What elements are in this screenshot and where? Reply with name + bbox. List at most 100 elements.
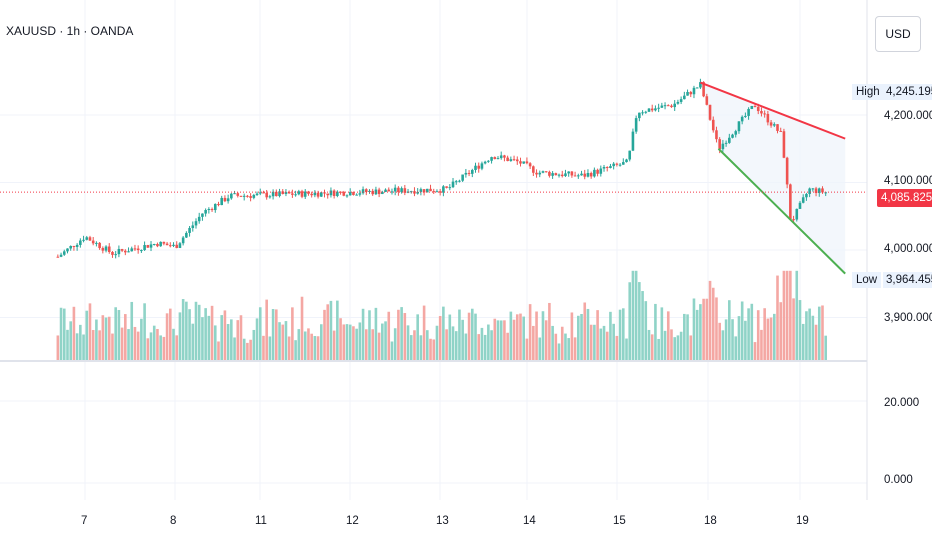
volume-bar [641,291,644,361]
volume-bar [162,336,166,361]
volume-bar [381,323,384,361]
volume-bar [567,338,570,361]
candle-body [737,121,741,132]
volume-bar [130,301,134,361]
candle-body [663,105,667,107]
candle-body [303,191,307,197]
volume-bar [85,310,89,361]
volume-bar [747,308,750,361]
candle-body [503,155,506,158]
volume-bar [776,275,779,361]
volume-bar [679,331,683,361]
candle-body [577,175,580,177]
volume-bar [817,306,821,361]
time-label-14: 14 [523,515,536,527]
volume-bar [683,313,686,361]
volume-bar [647,329,651,361]
candle-body [178,243,182,248]
candle-body [490,157,493,161]
candle-body [72,246,76,248]
volume-bar [644,301,648,361]
grid-lines [0,0,867,500]
candle-body [419,189,423,192]
volume-bar [670,329,673,361]
volume-bar [88,303,92,361]
candle-body [824,192,827,194]
candle-body [589,173,593,177]
volume-bar [625,338,628,361]
volume-bar [454,331,458,361]
candle-body [262,192,265,194]
volume-bar [808,308,811,361]
candle-body [573,175,577,177]
candle-body [554,173,558,176]
candle-body [740,116,744,122]
volume-bar [695,309,699,361]
candle-body [62,251,66,255]
volume-bar [230,319,233,361]
volume-bar [638,282,641,361]
volume-bar [156,328,159,361]
candle-body [586,173,590,177]
volume-bar [631,270,635,361]
volume-bar [525,338,529,361]
candle-body [111,251,114,255]
volume-bar [197,304,201,361]
candle-body [615,163,619,165]
volume-tick-20: 20.000 [884,397,920,409]
trendlines[interactable] [700,81,846,275]
volume-bar [535,311,538,361]
volume-bar [660,307,664,361]
volume-bar [371,329,374,361]
candle-body [692,87,696,95]
volume-bar [397,309,400,361]
candle-body [532,166,535,173]
candle-body [168,245,172,247]
price-tick-3900: 3,900.000 [884,312,932,324]
volume-bar [621,308,625,361]
candle-body [509,159,513,162]
volume-bar [554,333,558,361]
volume-bar [326,304,330,361]
volume-bar [107,316,111,361]
candle-body [570,171,574,176]
candle-body [438,191,442,193]
candle-body [268,196,272,198]
time-label-13: 13 [436,515,449,527]
resistance-trendline[interactable] [700,81,846,140]
volume-bar [458,309,461,361]
candle-body [596,169,599,174]
volume-bar [779,302,783,361]
candle-body [506,157,509,162]
currency-button[interactable]: USD [875,16,921,52]
volume-bar [95,319,98,361]
candle-body [650,108,654,111]
candle-body [689,91,693,95]
volume-bar [673,337,676,361]
candle-body [782,131,786,158]
candle-body [580,173,583,176]
volume-bar [666,311,670,361]
candle-body [821,188,824,193]
volume-bar [821,305,824,361]
low-label: Low [852,272,882,288]
candle-body [528,163,532,167]
support-trendline[interactable] [717,148,846,275]
candle-body [766,113,770,123]
volume-bar [307,328,310,361]
volume-bar [127,329,130,361]
candle-body [149,244,153,248]
volume-bar [223,310,227,361]
volume-bar [258,307,262,361]
volume-bar [175,335,179,361]
pattern-shading [700,82,846,274]
candle-body [519,161,522,164]
volume-bar [284,321,288,361]
candle-body [88,237,92,241]
candle-body [699,82,702,88]
volume-bar [143,303,146,361]
symbol-title[interactable]: XAUUSD · 1h · OANDA [6,24,134,38]
time-label-11: 11 [255,515,267,527]
candle-body [695,87,699,89]
